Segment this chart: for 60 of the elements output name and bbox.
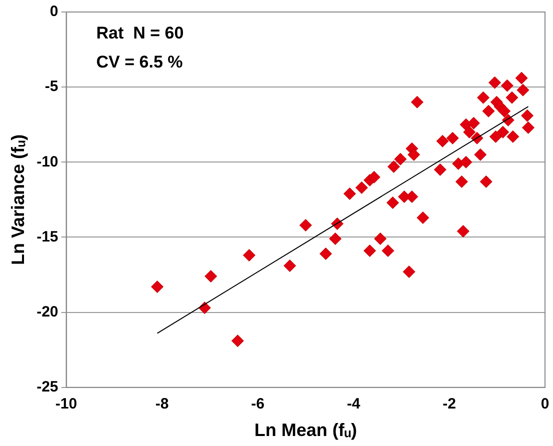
point (231, 334, 244, 348)
point (402, 266, 416, 278)
point (436, 134, 449, 148)
point (284, 260, 296, 272)
point (455, 175, 468, 188)
point (387, 160, 400, 173)
point (467, 116, 480, 130)
point (460, 156, 472, 168)
point (386, 196, 400, 209)
point (355, 181, 368, 194)
point (242, 249, 256, 262)
point (434, 163, 446, 176)
point (204, 270, 218, 283)
point (488, 76, 501, 89)
point (410, 96, 424, 108)
point (416, 211, 430, 224)
point (343, 187, 356, 200)
point (446, 132, 459, 144)
point (474, 148, 487, 161)
point (506, 130, 520, 143)
y-tick-label: 0 (50, 3, 58, 20)
x-tick-label: -2 (442, 396, 456, 413)
point (394, 152, 407, 166)
x-tick-label: -4 (346, 396, 361, 413)
x-tick-label: 0 (540, 396, 550, 413)
point (476, 91, 490, 104)
y-tick-label: -20 (36, 303, 58, 320)
point (482, 104, 495, 118)
y-tick-label: -10 (36, 153, 58, 170)
y-tick-label: -5 (44, 78, 58, 96)
y-tick-label: -15 (36, 228, 58, 246)
point (456, 224, 470, 238)
point (522, 121, 534, 134)
point (500, 79, 514, 92)
point (150, 280, 164, 294)
x-tick-label: -6 (251, 396, 264, 413)
point (489, 130, 502, 143)
point (299, 218, 312, 232)
point (329, 232, 342, 245)
point (382, 244, 394, 258)
annotation: CV = 6.5 % (96, 52, 183, 72)
point (506, 91, 518, 104)
point (515, 72, 528, 84)
x-axis-title: Ln Mean (fᵤ) (254, 420, 357, 440)
y-tick-label: -25 (36, 378, 58, 396)
point (319, 248, 332, 260)
y-axis-title: Ln Variance (fᵤ) (8, 134, 28, 266)
point (408, 148, 420, 161)
point (521, 109, 534, 122)
point (463, 126, 476, 138)
point (498, 104, 511, 118)
annotation: Rat N = 60 (96, 24, 184, 43)
point (364, 244, 376, 258)
point (516, 84, 530, 96)
point (374, 232, 387, 245)
point (406, 190, 418, 203)
point (480, 175, 492, 188)
point (368, 170, 380, 184)
x-tick-label: -8 (155, 396, 169, 413)
point (496, 126, 510, 138)
